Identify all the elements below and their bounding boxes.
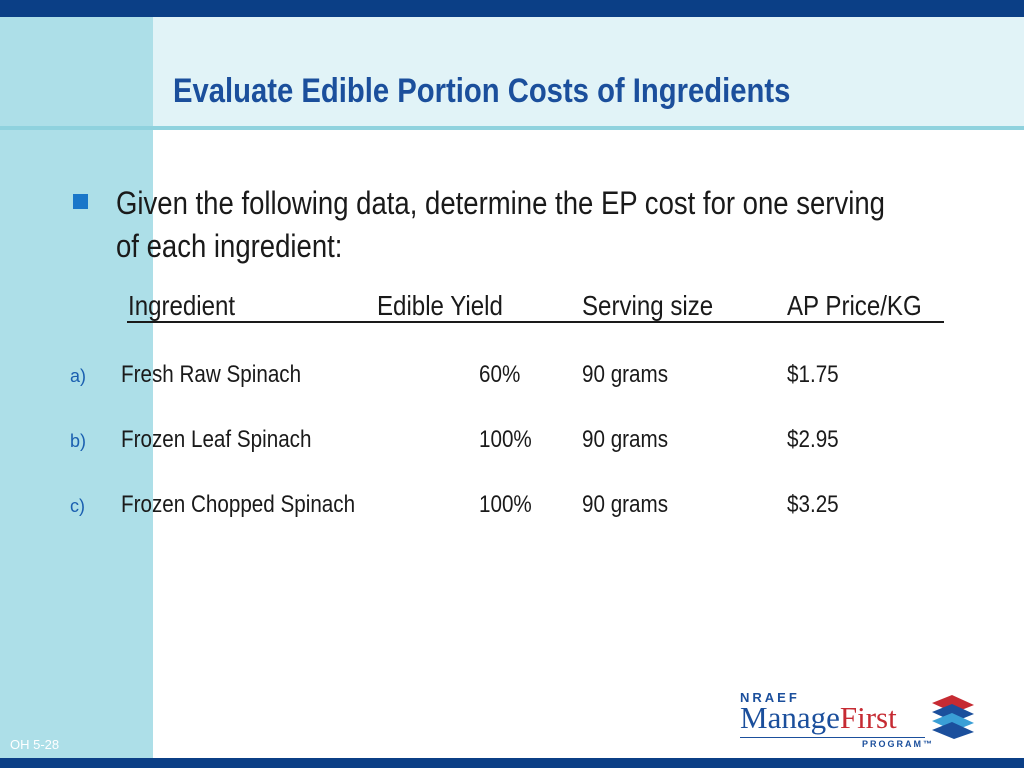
header-ap-price: AP Price/KG: [787, 290, 922, 321]
title-divider: [0, 126, 1024, 130]
header-serving-size: Serving size: [582, 290, 714, 321]
logo-org: NRAEF: [740, 690, 800, 705]
intro-text: Given the following data, determine the …: [116, 185, 885, 264]
header-edible-yield: Edible Yield: [377, 290, 503, 321]
stacked-books-icon: [932, 695, 974, 739]
row-marker: b): [70, 431, 87, 451]
bullet-square-icon: [73, 194, 88, 209]
logo-first: First: [839, 700, 897, 735]
row-price: $3.25: [787, 491, 839, 518]
row-yield: 100%: [479, 426, 532, 453]
logo-name: ManageFirst: [740, 700, 897, 736]
row-yield: 100%: [479, 491, 532, 518]
logo-manage: Manage: [740, 700, 840, 735]
header-ingredient: Ingredient: [128, 290, 236, 321]
header-underline: [127, 321, 944, 323]
row-ingredient: Fresh Raw Spinach: [121, 361, 302, 388]
row-serving: 90 grams: [582, 491, 669, 518]
row-price: $2.95: [787, 426, 839, 453]
row-serving: 90 grams: [582, 426, 669, 453]
logo-tagline: PROGRAM™: [862, 739, 934, 749]
row-price: $1.75: [787, 361, 839, 388]
row-marker: a): [70, 366, 87, 386]
row-serving: 90 grams: [582, 361, 669, 388]
slide-title: Evaluate Edible Portion Costs of Ingredi…: [173, 72, 791, 110]
row-marker: c): [70, 496, 85, 516]
top-bar: [0, 0, 1024, 17]
row-yield: 60%: [479, 361, 521, 388]
slide-number: OH 5-28: [10, 737, 60, 752]
left-panel: [0, 17, 153, 758]
logo-rule: [740, 737, 925, 738]
row-ingredient: Frozen Chopped Spinach: [121, 491, 356, 518]
title-band: [153, 17, 1024, 127]
nraef-managefirst-logo: NRAEF ManageFirst PROGRAM™: [740, 690, 980, 750]
bottom-bar: [0, 758, 1024, 768]
row-ingredient: Frozen Leaf Spinach: [121, 426, 312, 453]
